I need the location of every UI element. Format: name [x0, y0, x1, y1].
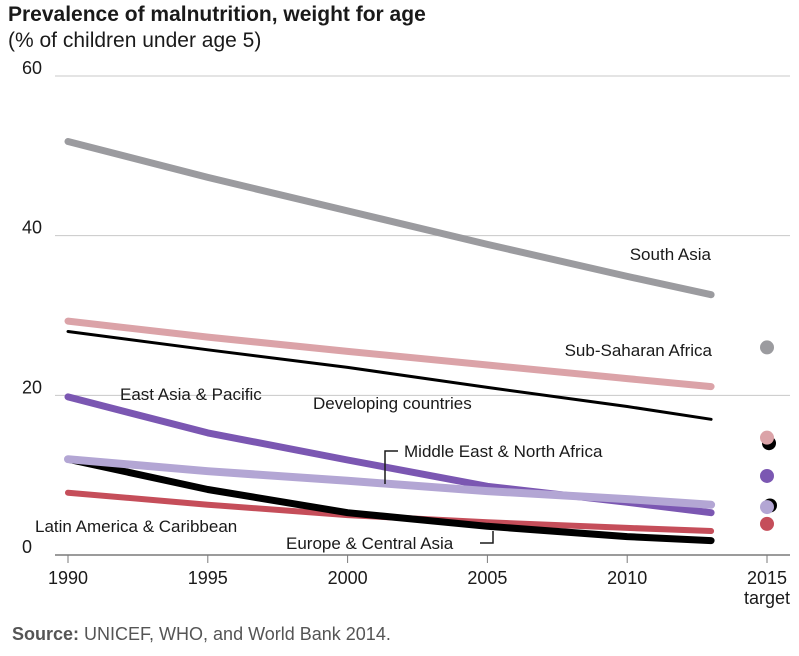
x-tick-label-2000: 2000 — [328, 568, 368, 588]
series-label-south-asia: South Asia — [630, 245, 712, 264]
source-note: Source: UNICEF, WHO, and World Bank 2014… — [12, 624, 391, 645]
series-line-developing-countries — [66, 330, 713, 421]
target-dot-sub-saharan-africa — [760, 430, 774, 445]
series-label-latin-america-caribbean: Latin America & Caribbean — [35, 517, 237, 536]
y-tick-label-60: 60 — [22, 58, 42, 78]
series-line-south-asia — [64, 138, 715, 299]
series-label-east-asia-pacific: East Asia & Pacific — [120, 385, 262, 404]
series-line-europe-central-asia — [64, 455, 715, 545]
y-tick-label-20: 20 — [22, 377, 42, 397]
series-label-europe-central-asia: Europe & Central Asia — [286, 534, 454, 553]
x-tick-label-2010: 2010 — [607, 568, 647, 588]
x-tick-label-1990: 1990 — [48, 568, 88, 588]
chart-title: Prevalence of malnutrition, weight for a… — [8, 3, 426, 26]
x-tick-label-2015: 2015 — [747, 568, 787, 588]
x-tick-label-1995: 1995 — [188, 568, 228, 588]
series-label-middle-east-north-africa: Middle East & North Africa — [404, 442, 603, 461]
target-dot-latin-america-caribbean — [760, 516, 774, 531]
y-tick-label-40: 40 — [22, 218, 42, 238]
target-dot-south-asia — [760, 340, 774, 355]
x-target-label: target — [744, 588, 790, 608]
chart-subtitle: (% of children under age 5) — [8, 29, 262, 52]
target-dot-middle-east-north-africa — [760, 500, 774, 515]
series-line-middle-east-north-africa — [64, 455, 716, 509]
source-text: UNICEF, WHO, and World Bank 2014. — [84, 624, 391, 644]
source-label: Source: — [12, 624, 80, 644]
series-line-sub-saharan-africa — [64, 317, 715, 391]
y-tick-label-0: 0 — [22, 537, 32, 557]
series-label-developing-countries: Developing countries — [313, 394, 472, 413]
leader-line-europe-central-asia — [480, 531, 494, 544]
target-dot-east-asia-pacific — [760, 468, 774, 483]
series-label-sub-saharan-africa: Sub-Saharan Africa — [565, 341, 713, 360]
leader-line-middle-east-north-africa — [384, 450, 398, 484]
x-tick-label-2005: 2005 — [467, 568, 507, 588]
